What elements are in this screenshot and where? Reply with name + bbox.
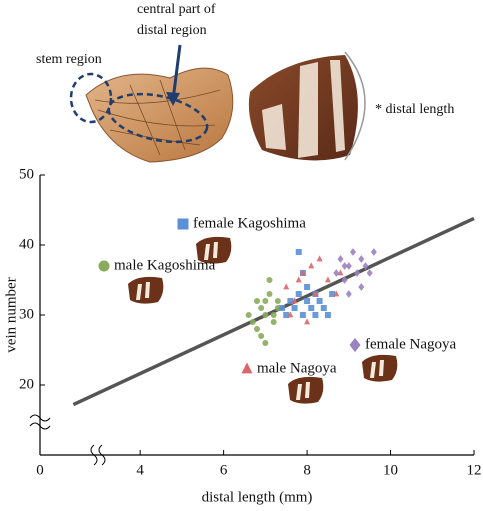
point — [345, 262, 352, 270]
point — [358, 255, 365, 263]
point — [337, 255, 344, 263]
point — [329, 291, 336, 297]
point — [295, 291, 302, 297]
y-tick-label: 40 — [19, 236, 34, 252]
point — [279, 305, 286, 311]
point — [299, 269, 306, 276]
wing-thumbnail — [362, 354, 398, 382]
annotation: stem region — [36, 52, 102, 67]
legend-label: male Nagoya — [257, 360, 337, 376]
axis-break — [29, 414, 51, 430]
point — [354, 269, 361, 277]
y-axis-label: vein number — [3, 277, 19, 352]
x-tick-label: 4 — [136, 462, 144, 478]
legend-marker — [241, 362, 253, 374]
point — [249, 319, 256, 325]
wing-upperside — [248, 51, 366, 161]
origin-label: 0 — [36, 462, 44, 478]
point — [320, 305, 327, 311]
point — [291, 305, 298, 311]
point — [270, 319, 277, 325]
point — [262, 298, 269, 304]
wing-thumbnail — [288, 376, 324, 404]
point — [333, 290, 340, 297]
point — [358, 283, 365, 291]
point — [308, 262, 315, 269]
point — [370, 248, 377, 256]
annotation: central part of — [137, 2, 216, 17]
point — [345, 290, 352, 298]
wing-underside — [69, 44, 234, 163]
point — [349, 248, 356, 256]
point — [366, 269, 373, 277]
point — [299, 312, 306, 318]
legend-marker — [98, 260, 110, 272]
point — [362, 262, 369, 270]
point — [291, 297, 298, 304]
wing-thumbnail — [128, 276, 164, 304]
x-tick-label: 10 — [383, 462, 398, 478]
point — [258, 333, 265, 339]
point — [270, 312, 277, 318]
legend-label: female Kagoshima — [193, 215, 306, 231]
point — [308, 305, 315, 311]
point — [341, 276, 348, 284]
point — [316, 298, 323, 304]
axis-break — [90, 444, 106, 466]
x-tick-label: 12 — [467, 462, 482, 478]
point — [295, 249, 302, 255]
point — [283, 312, 290, 318]
y-tick-label: 20 — [19, 376, 34, 392]
y-tick-label: 30 — [19, 306, 34, 322]
point — [262, 312, 269, 318]
point — [245, 312, 252, 318]
point — [337, 269, 344, 276]
x-tick-label: 6 — [220, 462, 228, 478]
point — [287, 298, 294, 304]
legend-label: female Nagoya — [365, 336, 457, 352]
point — [262, 340, 269, 346]
point — [316, 255, 323, 262]
point — [312, 290, 319, 297]
point — [295, 276, 302, 283]
x-axis-label: distal length (mm) — [202, 489, 313, 505]
point — [304, 284, 311, 290]
point — [333, 269, 340, 277]
y-tick-label: 50 — [19, 166, 34, 182]
point — [283, 283, 290, 290]
point — [304, 318, 311, 325]
legend-label: male Kagoshima — [114, 257, 216, 273]
point — [312, 312, 319, 318]
point — [304, 298, 311, 304]
legend-marker — [349, 337, 361, 353]
fit-line — [72, 216, 475, 407]
point — [287, 311, 294, 318]
point — [341, 262, 348, 270]
annotation: distal region — [137, 23, 207, 38]
point — [258, 305, 265, 311]
point — [266, 277, 273, 283]
annotation: * distal length — [375, 102, 454, 117]
point — [254, 326, 260, 332]
x-tick-label: 8 — [303, 462, 311, 478]
point — [266, 291, 273, 297]
legend-marker — [177, 218, 189, 230]
point — [274, 298, 281, 304]
point — [254, 298, 260, 304]
point — [324, 276, 331, 283]
point — [324, 312, 331, 318]
